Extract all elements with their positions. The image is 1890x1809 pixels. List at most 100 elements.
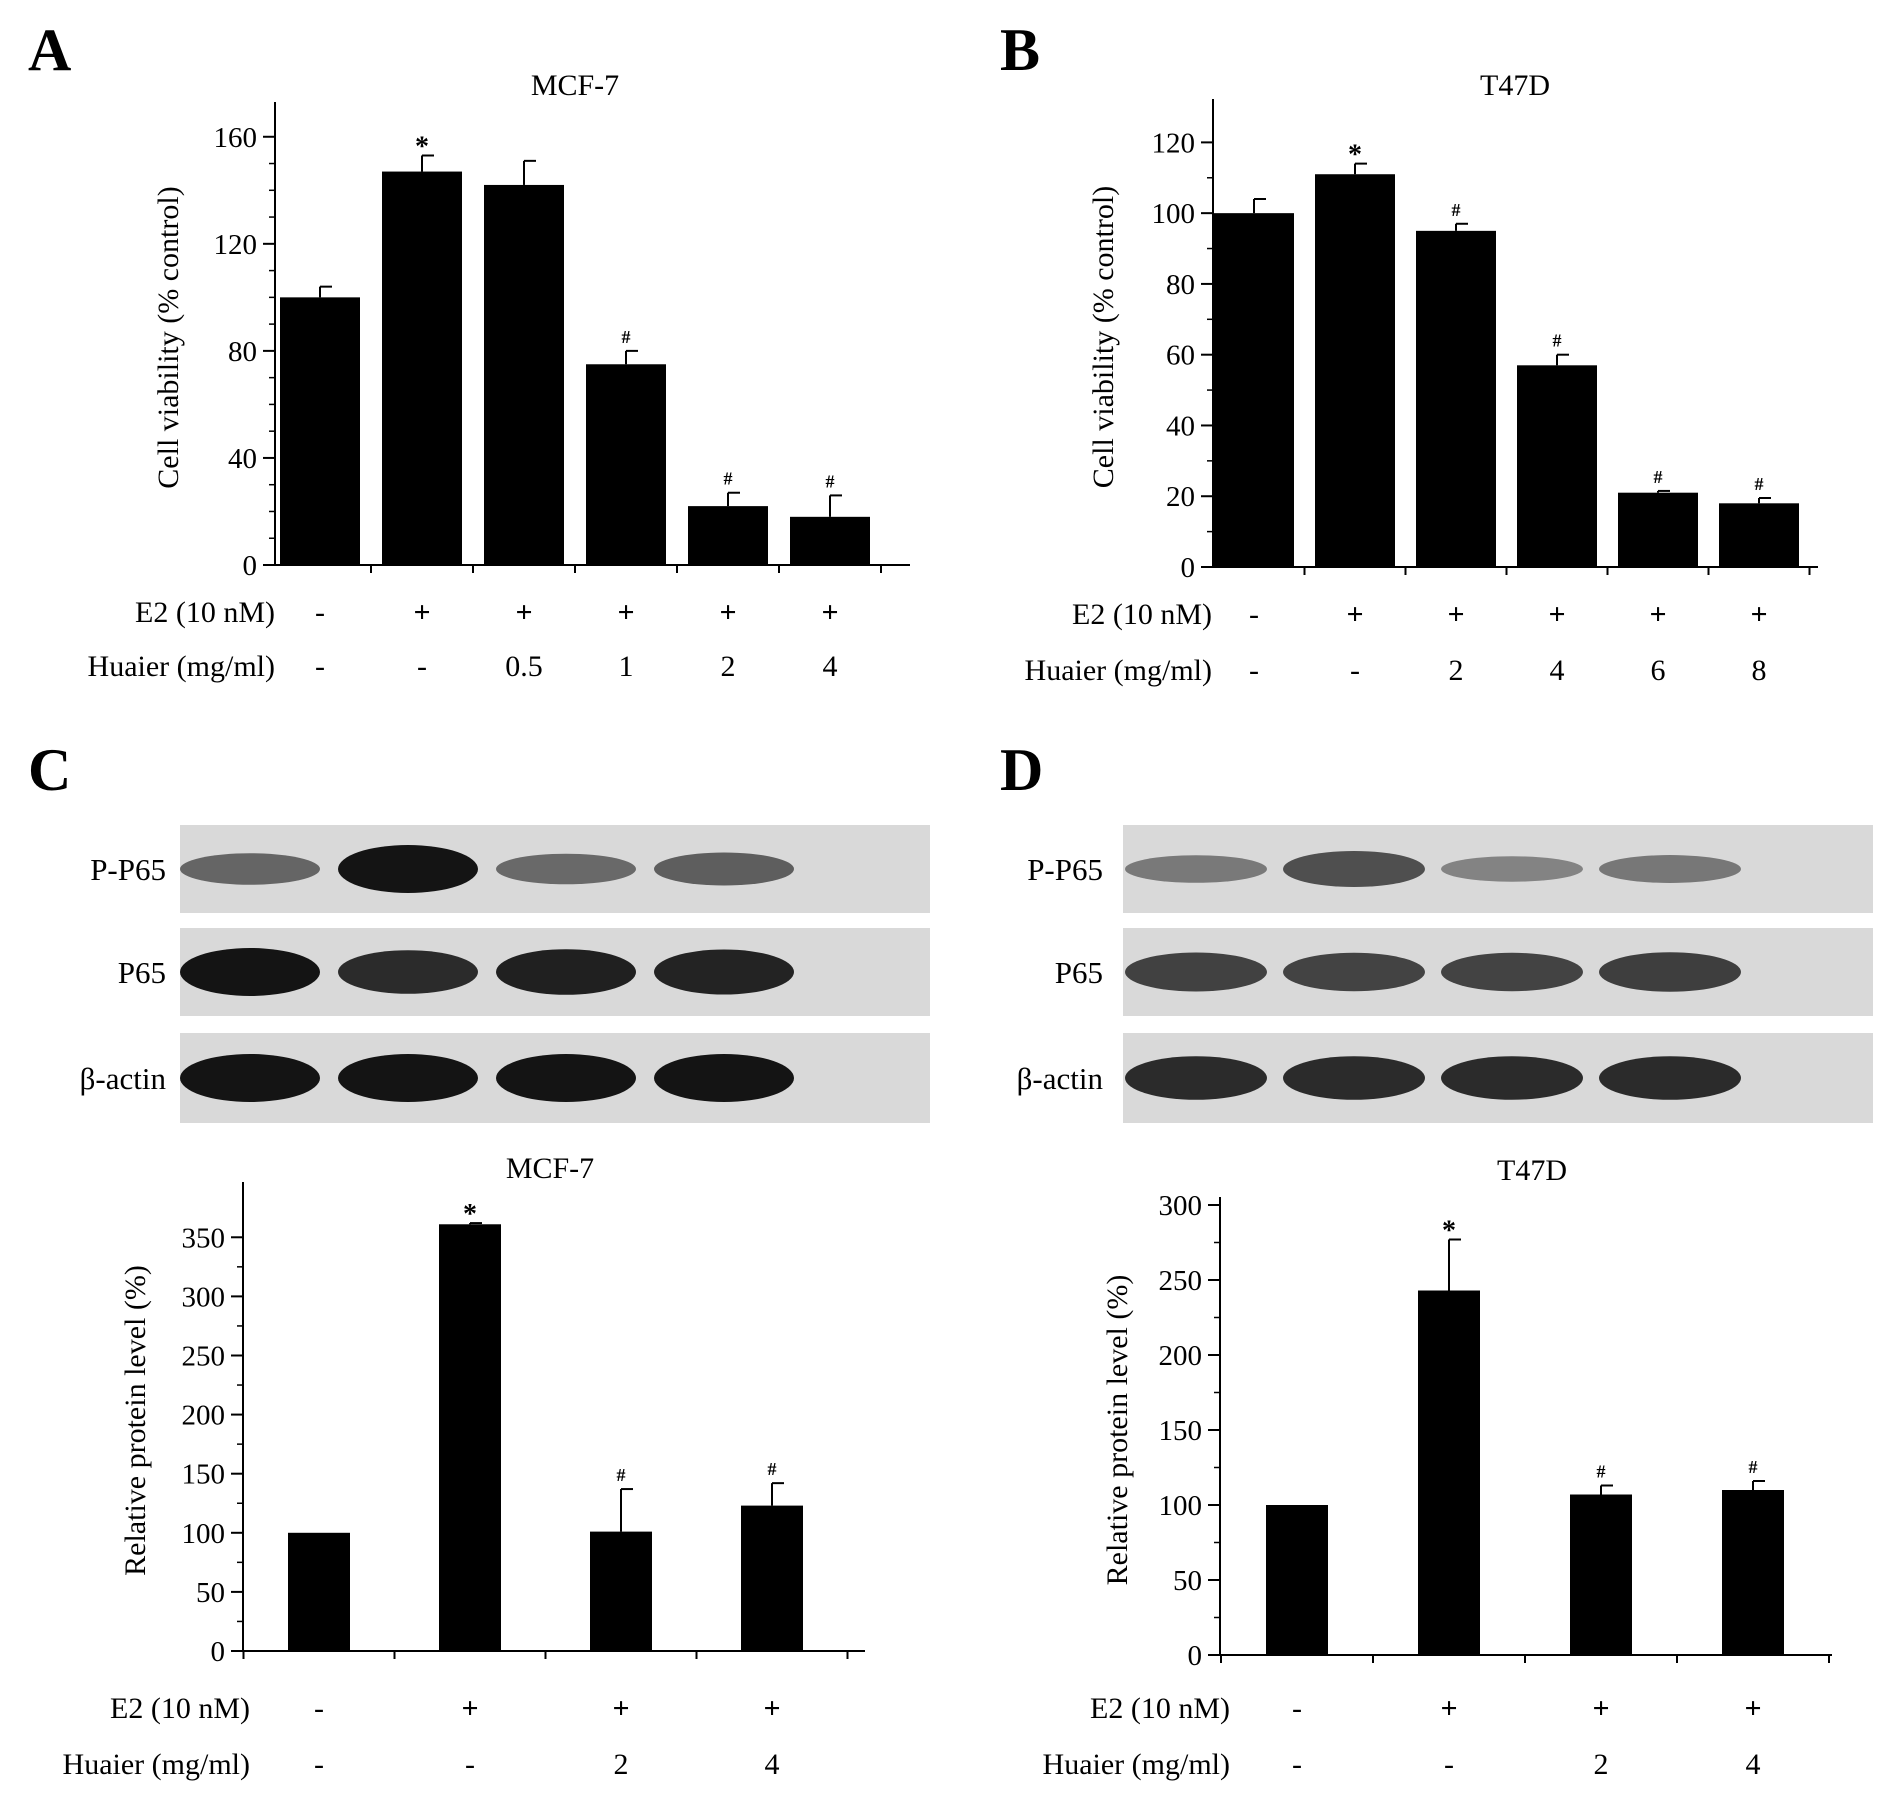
y-tick-label: 50 [196, 1577, 225, 1609]
condition-value: + [1548, 598, 1565, 631]
significance-hash: # [617, 1465, 626, 1485]
blot-band [1125, 855, 1267, 883]
condition-value: - [1350, 654, 1360, 687]
condition-value: + [1649, 598, 1666, 631]
blot-band [496, 949, 636, 995]
condition-value: + [763, 1692, 780, 1725]
y-tick-label: 200 [182, 1400, 226, 1432]
blots-layer: P-P65 P65 β-actin P-P65 P65 β-actin [80, 825, 1873, 1123]
bar [1722, 1490, 1784, 1655]
y-tick-label: 80 [228, 336, 257, 368]
significance-hash: # [1749, 1457, 1758, 1477]
bar [1266, 1505, 1328, 1655]
bar [790, 516, 870, 565]
condition-value: 6 [1651, 654, 1666, 687]
y-tick-label: 120 [214, 229, 258, 261]
significance-hash: # [826, 471, 835, 491]
y-tick-label: 80 [1166, 269, 1195, 301]
blot-band [338, 950, 478, 994]
condition-label: E2 (10 nM) [135, 596, 275, 629]
y-tick-label: 250 [1159, 1265, 1203, 1297]
significance-hash: # [1597, 1462, 1606, 1482]
bar [439, 1224, 501, 1651]
bar [741, 1505, 803, 1651]
condition-value: + [413, 596, 430, 629]
chart-b: T47D Cell viability (% control) 0 20 40 60 80 1… [1025, 69, 1818, 687]
condition-label: E2 (10 nM) [110, 1692, 250, 1725]
condition-label: Huaier (mg/ml) [63, 1748, 250, 1781]
condition-value: 2 [721, 650, 736, 683]
significance-hash: # [1553, 331, 1562, 351]
blot-band [180, 948, 320, 996]
y-tick-label: 100 [1152, 198, 1196, 230]
bar [1416, 230, 1496, 567]
y-axis-label: Cell viability (% control) [152, 186, 185, 488]
blot-band [338, 845, 478, 893]
significance-star: * [415, 132, 429, 163]
panel-letter-c: C [28, 737, 71, 803]
blot-band [496, 853, 636, 885]
condition-value: + [617, 596, 634, 629]
y-tick-label: 100 [182, 1518, 226, 1550]
condition-value: + [1346, 598, 1363, 631]
panel-letter-a: A [28, 17, 71, 83]
y-tick-label: 0 [211, 1636, 226, 1668]
condition-value: - [1249, 598, 1259, 631]
bar [590, 1531, 652, 1651]
significance-star: * [463, 1199, 477, 1230]
chart-title: T47D [1480, 69, 1550, 102]
blot-row-label: β-actin [1017, 1061, 1104, 1096]
y-tick-label: 100 [1159, 1490, 1203, 1522]
chart-title: MCF-7 [531, 69, 619, 102]
condition-value: - [315, 650, 325, 683]
condition-value: - [315, 596, 325, 629]
blot-band [1441, 952, 1583, 992]
condition-value: 4 [1746, 1748, 1761, 1781]
chart-title: T47D [1497, 1154, 1567, 1187]
blot-band [1283, 952, 1425, 992]
bar [1719, 503, 1799, 567]
y-tick-label: 120 [1152, 127, 1196, 159]
y-tick-label: 160 [214, 122, 258, 154]
y-tick-label: 150 [182, 1459, 226, 1491]
y-tick-label: 200 [1159, 1340, 1203, 1372]
bar [382, 171, 462, 565]
condition-label: Huaier (mg/ml) [1043, 1748, 1230, 1781]
chart-a: MCF-7 Cell viability (% control) 0 40 80 120 1… [88, 69, 910, 683]
y-tick-label: 250 [182, 1340, 226, 1372]
condition-value: + [1440, 1692, 1457, 1725]
condition-value: - [1249, 654, 1259, 687]
significance-hash: # [622, 327, 631, 347]
condition-value: + [1592, 1692, 1609, 1725]
significance-hash: # [1654, 467, 1663, 487]
y-axis-label: Cell viability (% control) [1087, 186, 1120, 488]
blot-band [654, 949, 794, 995]
blot-band [180, 1054, 320, 1102]
bar [1570, 1494, 1632, 1655]
condition-value: 0.5 [505, 650, 543, 683]
condition-value: + [515, 596, 532, 629]
condition-value: + [1447, 598, 1464, 631]
condition-label: E2 (10 nM) [1090, 1692, 1230, 1725]
y-axis-label: Relative protein level (%) [119, 1265, 152, 1576]
blot-band [1283, 1056, 1425, 1100]
condition-value: + [821, 596, 838, 629]
blot-band [338, 1054, 478, 1102]
blot-row-label: P65 [1055, 955, 1103, 990]
y-tick-label: 300 [182, 1281, 226, 1313]
y-tick-label: 300 [1159, 1190, 1203, 1222]
charts-layer: MCF-7 Cell viability (% control) 0 40 80 120 1… [63, 69, 1832, 1781]
y-tick-label: 40 [228, 443, 257, 475]
blot-band [1441, 1056, 1583, 1100]
y-tick-label: 20 [1166, 481, 1195, 513]
y-tick-label: 350 [182, 1222, 226, 1254]
condition-value: + [1744, 1692, 1761, 1725]
condition-value: - [1444, 1748, 1454, 1781]
bar [1618, 492, 1698, 567]
condition-value: + [719, 596, 736, 629]
panel-letter-b: B [1000, 17, 1040, 83]
blot-band [1599, 1056, 1741, 1100]
condition-value: 8 [1752, 654, 1767, 687]
bar [1517, 365, 1597, 567]
